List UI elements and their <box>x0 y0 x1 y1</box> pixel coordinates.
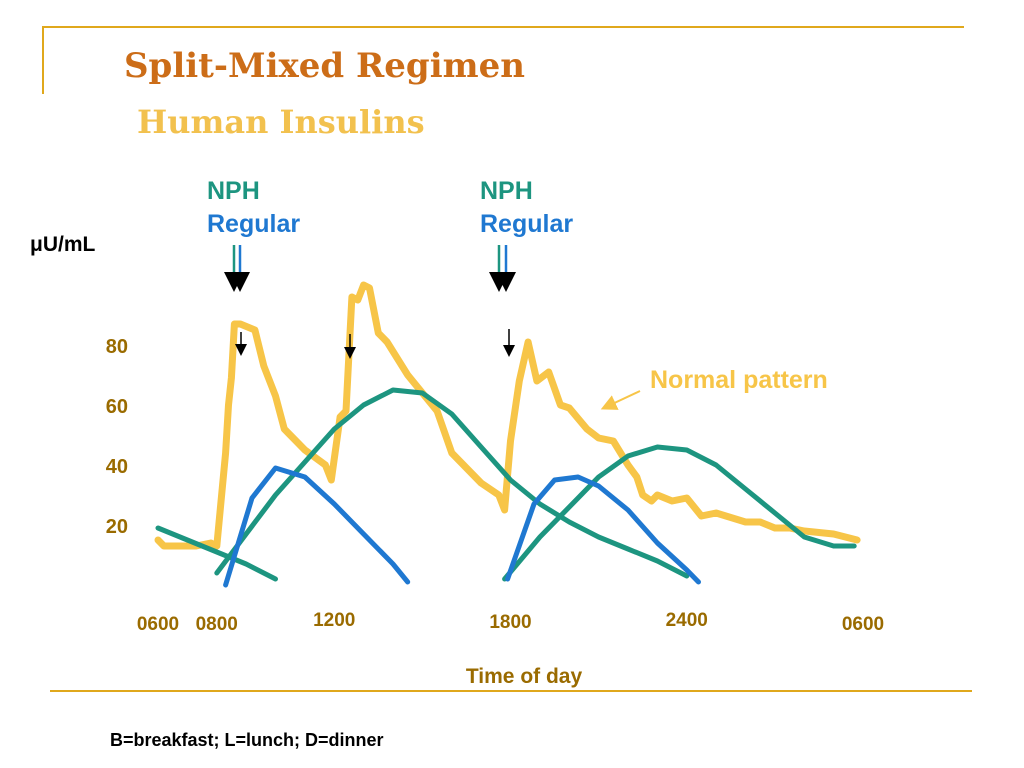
injection-regular-label-2: Regular <box>480 210 573 238</box>
series-line-regular-5 <box>505 474 701 585</box>
normal-pattern-annotation: Normal pattern <box>650 366 828 394</box>
left-accent-line <box>42 26 44 94</box>
y-tick-label: 80 <box>106 336 128 358</box>
series-line-nph-1 <box>155 525 278 582</box>
injection-nph-label-1: NPH <box>207 177 260 205</box>
top-accent-line <box>42 26 964 28</box>
normal-pattern-pointer-arrow <box>600 390 641 410</box>
series-line-normal-pattern-0 <box>154 281 861 550</box>
series-line-nph-2 <box>214 387 690 579</box>
footnote: B=breakfast; L=lunch; D=dinner <box>110 730 384 750</box>
x-axis-label: Time of day <box>466 665 583 688</box>
x-tick-label: 0600 <box>137 614 179 635</box>
slide-title: Split-Mixed Regimen <box>124 46 525 86</box>
y-tick-label: 20 <box>106 516 128 538</box>
series-line-nph-3 <box>502 444 857 582</box>
bottom-accent-line <box>50 690 972 692</box>
y-tick-label: 40 <box>106 456 128 478</box>
slide-subtitle: Human Insulins <box>137 103 425 141</box>
injection-nph-label-2: NPH <box>480 177 533 205</box>
x-tick-label: 1200 <box>313 610 355 631</box>
x-tick-label: 0800 <box>196 614 238 635</box>
x-tick-label: 0600 <box>842 614 884 635</box>
y-axis-label: μU/mL <box>30 233 96 256</box>
x-tick-label: 1800 <box>489 612 531 633</box>
series-layer <box>154 281 861 588</box>
tick-layer: 20 40 60 80 0600 0800 1200 1800 2400 0600 <box>106 336 884 635</box>
y-tick-label: 60 <box>106 396 128 418</box>
x-tick-label: 2400 <box>666 610 708 631</box>
injection-regular-label-1: Regular <box>207 210 300 238</box>
series-line-regular-4 <box>223 465 411 588</box>
